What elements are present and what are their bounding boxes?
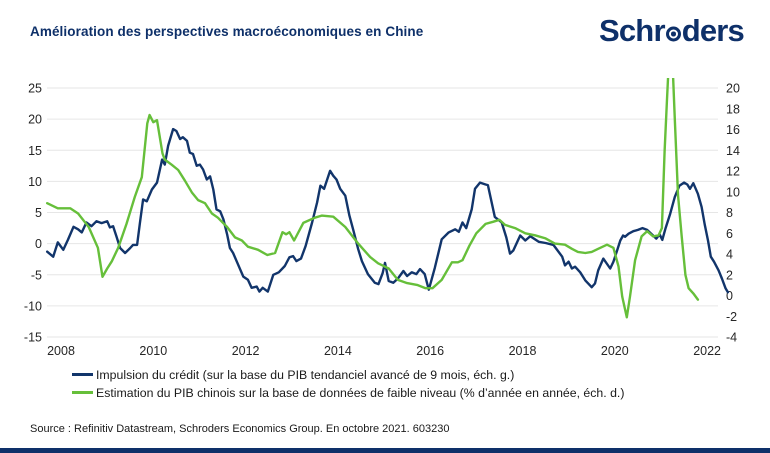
axis-tick-label: -2 bbox=[726, 310, 737, 324]
axis-tick-label: 2 bbox=[726, 268, 733, 282]
axis-tick-label: 5 bbox=[35, 206, 42, 220]
axis-tick-label: 15 bbox=[28, 144, 42, 158]
logo-text-left: Schr bbox=[598, 13, 666, 48]
legend-label: Estimation du PIB chinois sur la base de… bbox=[96, 385, 625, 400]
axis-tick-label: 10 bbox=[28, 175, 42, 189]
axis-tick-label: 2020 bbox=[601, 344, 629, 358]
gdp-estimate-line bbox=[46, 72, 700, 319]
axis-tick-label: 2022 bbox=[693, 344, 721, 358]
axis-tick-label: 10 bbox=[726, 185, 740, 199]
source-note: Source : Refinitiv Datastream, Schroders… bbox=[30, 423, 450, 435]
axis-tick-label: 2008 bbox=[47, 344, 75, 358]
gdp-estimate-swatch bbox=[72, 391, 93, 394]
axis-tick-label: 0 bbox=[35, 237, 42, 251]
chart-area: 25 20 15 10 5 0 -5 -10 -15 20 18 16 14 12 10 8 6 4 2 0 -2 -4 2… bbox=[0, 72, 770, 363]
chart-canvas: 2520151050-5-10-1520181614121086420-2-42… bbox=[24, 72, 740, 358]
axis-tick-label: 2014 bbox=[324, 344, 352, 358]
axis-tick-label: -10 bbox=[24, 299, 42, 313]
axis-tick-label: -5 bbox=[31, 268, 42, 282]
legend-item-credit-impulse: Impulsion du crédit (sur la base du PIB … bbox=[72, 367, 624, 382]
axis-tick-label: 8 bbox=[726, 206, 733, 220]
axis-tick-label: 2012 bbox=[232, 344, 260, 358]
axis-tick-label: 0 bbox=[726, 289, 733, 303]
axis-tick-label: 16 bbox=[726, 123, 740, 137]
legend-label: Impulsion du crédit (sur la base du PIB … bbox=[96, 367, 515, 382]
brand-footer-bar bbox=[0, 448, 770, 453]
axis-tick-label: 20 bbox=[726, 82, 740, 96]
axis-tick-label: 12 bbox=[726, 165, 740, 179]
credit-impulse-line bbox=[46, 127, 730, 294]
axis-tick-label: 4 bbox=[726, 248, 733, 262]
axis-tick-label: 18 bbox=[726, 102, 740, 116]
axis-tick-label: 2018 bbox=[509, 344, 537, 358]
axis-tick-label: 20 bbox=[28, 113, 42, 127]
axis-tick-label: 14 bbox=[726, 144, 740, 158]
page-title: Amélioration des perspectives macroécono… bbox=[30, 24, 424, 39]
axis-tick-label: 6 bbox=[726, 227, 733, 241]
legend-item-gdp-estimate: Estimation du PIB chinois sur la base de… bbox=[72, 385, 624, 400]
logo-bullseye-o-icon bbox=[665, 26, 681, 42]
credit-impulse-swatch bbox=[72, 373, 93, 376]
axis-tick-label: 25 bbox=[28, 82, 42, 96]
axis-tick-label: 2016 bbox=[416, 344, 444, 358]
schroders-logo: Schr ders bbox=[598, 13, 745, 49]
axis-tick-label: 2010 bbox=[139, 344, 167, 358]
axis-tick-label: -15 bbox=[24, 331, 42, 345]
axis-tick-label: -4 bbox=[726, 331, 737, 345]
logo-text-right: ders bbox=[681, 13, 745, 48]
chart-legend: Impulsion du crédit (sur la base du PIB … bbox=[72, 367, 624, 403]
